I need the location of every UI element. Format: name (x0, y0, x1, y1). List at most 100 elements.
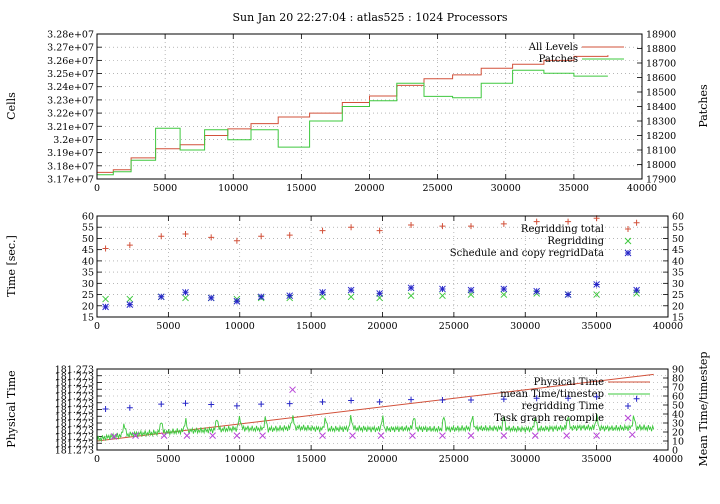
x-tick-label: 15000 (296, 454, 326, 465)
legend-label: Patches (539, 54, 578, 65)
data-point (102, 406, 109, 413)
y-tick-label: 181.273 (55, 365, 94, 376)
data-point (233, 432, 241, 439)
y2-tick-label: 10 (672, 437, 684, 448)
data-point (102, 295, 109, 303)
data-point (259, 432, 266, 439)
y2-tick-label: 18700 (646, 59, 676, 70)
y-tick-label: 3.25e+07 (47, 69, 94, 80)
y-axis-label: Cells (5, 92, 18, 120)
x-tick-label: 40000 (653, 321, 683, 332)
data-point (182, 288, 189, 296)
data-point (126, 404, 133, 411)
data-point (110, 433, 118, 440)
data-point (407, 284, 415, 292)
y-tick-label: 3.17e+07 (47, 175, 94, 186)
y-tick-label: 3.27e+07 (47, 43, 94, 54)
x-tick-label: 35000 (559, 183, 589, 194)
legend-label: mean Time/timestep (500, 389, 604, 400)
data-point (207, 294, 215, 302)
legend-marker (625, 403, 631, 409)
x-tick-label: 25000 (439, 321, 469, 332)
y-tick-label: 3.24e+07 (47, 82, 94, 93)
data-point (102, 245, 109, 252)
plot-frame (96, 33, 643, 180)
data-point (408, 396, 415, 403)
y-tick-label: 181.273 (55, 385, 94, 396)
data-point (319, 432, 326, 439)
data-point (160, 432, 168, 439)
y2-tick-label: 25 (672, 290, 684, 301)
y-tick-label: 60 (82, 212, 94, 223)
y2-tick-label: 30 (672, 419, 684, 430)
x-tick-label: 35000 (582, 321, 612, 332)
y2-axis-label: Patches (697, 84, 710, 128)
data-point (376, 290, 383, 297)
legend-label: Physical Time (534, 377, 604, 388)
x-tick-label: 10000 (218, 183, 248, 194)
y-tick-label: 40 (82, 256, 94, 267)
y2-tick-label: 18000 (646, 160, 676, 171)
data-point (286, 232, 293, 239)
data-point (376, 227, 383, 234)
data-point (565, 395, 572, 402)
legend-label: Regridding (547, 236, 604, 247)
data-point (349, 432, 356, 439)
plot-frame (96, 368, 669, 451)
y-tick-label: 181.273 (55, 425, 94, 436)
y-tick-label: 181.273 (55, 371, 94, 382)
data-point (593, 281, 600, 288)
y2-tick-label: 55 (672, 223, 684, 234)
data-point (377, 432, 385, 439)
data-point (258, 401, 265, 408)
data-point (633, 395, 640, 402)
y-tick-label: 3.23e+07 (47, 95, 94, 106)
y2-tick-label: 45 (672, 245, 684, 256)
y-tick-label: 3.19e+07 (47, 148, 94, 159)
data-point (182, 230, 189, 237)
y-tick-label: 181.273 (55, 392, 94, 403)
y2-tick-label: 0 (672, 446, 678, 457)
y-tick-label: 35 (82, 268, 94, 279)
y-tick-label: 181.273 (55, 439, 94, 450)
data-point (500, 432, 508, 439)
data-point (439, 432, 446, 439)
x-tick-label: 30000 (510, 321, 540, 332)
y-tick-label: 181.273 (55, 378, 94, 389)
y-tick-label: 181.273 (55, 419, 94, 430)
series-line-patches (97, 69, 608, 176)
y2-tick-label: 18400 (646, 102, 676, 113)
x-tick-label: 10000 (225, 454, 255, 465)
data-point (533, 287, 541, 295)
x-tick-label: 5000 (156, 454, 180, 465)
data-point (102, 303, 109, 311)
y-tick-label: 45 (82, 245, 94, 256)
data-point (564, 291, 572, 298)
legend-marker (624, 414, 632, 422)
data-point (208, 401, 215, 408)
legend-label: All Levels (528, 42, 578, 53)
data-point (208, 234, 215, 241)
y-tick-label: 25 (82, 290, 94, 301)
data-point (319, 288, 326, 296)
data-point (593, 291, 600, 298)
data-point (158, 401, 165, 408)
x-tick-label: 30000 (491, 183, 521, 194)
y-tick-label: 3.26e+07 (47, 56, 94, 67)
y2-tick-label: 50 (672, 401, 684, 412)
y2-tick-label: 18600 (646, 73, 676, 84)
data-point (565, 218, 572, 225)
y2-tick-label: 60 (672, 392, 684, 403)
data-point (633, 219, 640, 226)
y2-tick-label: 20 (672, 301, 684, 312)
y-tick-label: 181.273 (55, 412, 94, 423)
y2-tick-label: 18300 (646, 117, 676, 128)
y2-tick-label: 18200 (646, 131, 676, 142)
series-line-all-levels (97, 55, 609, 173)
data-point (233, 297, 241, 305)
y2-tick-label: 90 (672, 365, 684, 376)
x-tick-label: 25000 (423, 183, 453, 194)
y-tick-label: 3.28e+07 (47, 30, 94, 41)
y-tick-label: 181.273 (55, 432, 94, 443)
y2-tick-label: 15 (672, 313, 684, 324)
